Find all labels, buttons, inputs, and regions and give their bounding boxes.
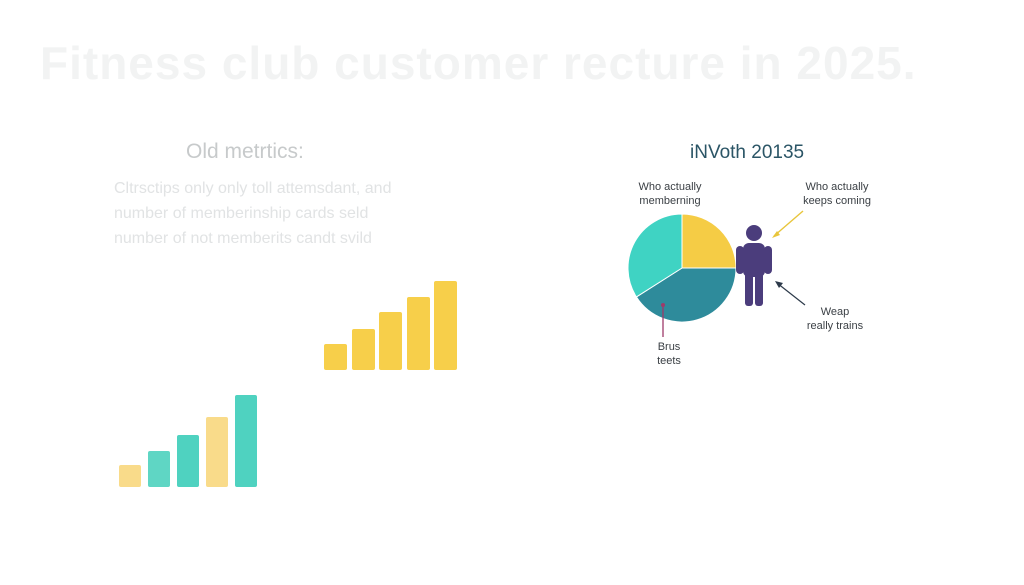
annotation-line: memberning bbox=[639, 195, 701, 207]
arrow-dark bbox=[775, 281, 806, 306]
annotation-line: teets bbox=[657, 355, 681, 367]
bar bbox=[235, 395, 257, 487]
bar bbox=[351, 328, 375, 370]
pie-slice bbox=[681, 213, 737, 269]
person-icon bbox=[736, 225, 772, 306]
bar bbox=[324, 343, 347, 370]
old-metrics-heading: Old metrtics: bbox=[186, 140, 304, 163]
annotation-line: Who actually bbox=[805, 181, 869, 193]
bar bbox=[119, 465, 141, 487]
annotation-line: Weap bbox=[820, 306, 850, 318]
annotation-top-right: Who actually keeps coming bbox=[792, 180, 882, 208]
old-metrics-line: Cltrsctips only only toll attemsdant, an… bbox=[114, 180, 392, 197]
pie-slice bbox=[627, 213, 683, 298]
old-metrics-line: number of memberinship cards seld bbox=[114, 205, 369, 222]
bar bbox=[177, 434, 199, 487]
bar bbox=[406, 297, 430, 370]
pie-chart bbox=[627, 213, 737, 323]
new-metrics-heading: iNVoth 20135 bbox=[690, 142, 805, 163]
annotation-line: keeps coming bbox=[803, 195, 871, 207]
annotation-line: Brus bbox=[657, 341, 681, 353]
annotation-bottom-left: Brus teets bbox=[646, 340, 692, 368]
annotation-bottom-right: Weap really trains bbox=[800, 305, 870, 333]
bar bbox=[148, 451, 170, 487]
page-title: Fitness club customer recture in 2025. bbox=[40, 37, 917, 89]
bar bbox=[434, 280, 457, 370]
arrow-yellow bbox=[772, 210, 804, 238]
annotation-line: Who actually bbox=[638, 181, 702, 193]
annotation-top-left: Who actually memberning bbox=[630, 180, 710, 208]
old-metrics-description: Cltrsctips only only toll attemsdant, an… bbox=[114, 176, 391, 251]
pointer-line bbox=[661, 303, 665, 337]
old-metrics-line: number of not memberits candt svild bbox=[114, 230, 372, 247]
annotation-line: really trains bbox=[806, 320, 864, 332]
bar bbox=[206, 416, 228, 487]
bar bbox=[379, 312, 402, 370]
